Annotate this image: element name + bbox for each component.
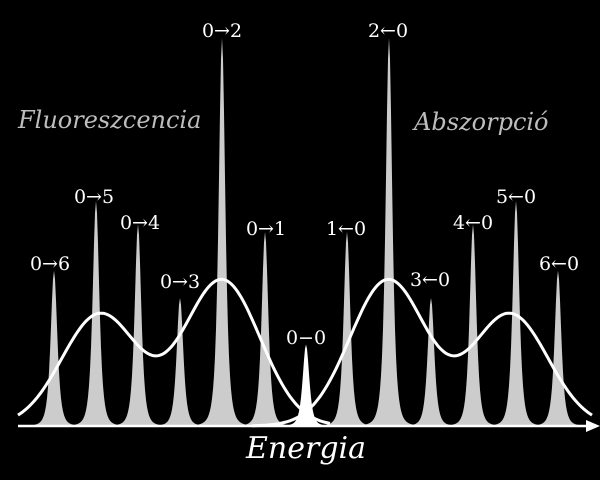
fluorescence-peak-label-5: 0→2 bbox=[202, 20, 242, 42]
fluorescence-peak-label-4: 0→3 bbox=[160, 271, 200, 293]
center-0-0-peak bbox=[276, 344, 336, 426]
fluorescence-peak-label-2: 0→5 bbox=[74, 186, 114, 208]
absorption-peak-2 bbox=[359, 38, 419, 426]
fluorescence-peak-4 bbox=[150, 298, 210, 426]
absorption-peak-label-6: 6←0 bbox=[539, 253, 579, 275]
absorption-peak-label-4: 4←0 bbox=[453, 212, 493, 234]
fluorescence-peak-1 bbox=[24, 270, 84, 426]
absorption-peak-1 bbox=[317, 232, 377, 426]
absorption-peak-4 bbox=[443, 224, 503, 426]
absorption-peak-label-2: 2←0 bbox=[368, 20, 408, 42]
peak-labels-layer: 0→6 0→5 0→4 0→3 0→2 0→1 1←0 2←0 3←0 4←05←0 6←0 bbox=[30, 20, 579, 293]
fluorescence-envelope bbox=[17, 277, 331, 425]
absorption-peak-6 bbox=[528, 270, 588, 426]
energy-axis-label: Energia bbox=[245, 431, 366, 466]
peaks-layer bbox=[24, 38, 588, 426]
fluorescence-peak-label-3: 0→4 bbox=[120, 212, 160, 234]
fluorescence-peak-label-6: 0→1 bbox=[246, 218, 286, 240]
fluorescence-title: Fluoreszcencia bbox=[17, 106, 201, 134]
absorption-title: Abszorpció bbox=[412, 108, 549, 136]
center-peak-label: 0−0 bbox=[286, 327, 326, 349]
absorption-peak-label-5: 5←0 bbox=[496, 186, 536, 208]
fluorescence-peak-label-1: 0→6 bbox=[30, 253, 70, 275]
fluorescence-peak-6 bbox=[235, 232, 295, 426]
absorption-peak-3 bbox=[401, 298, 461, 426]
energy-axis-arrowhead bbox=[586, 420, 600, 432]
fluorescence-peak-3 bbox=[108, 224, 168, 426]
absorption-peak-label-3: 3←0 bbox=[410, 269, 450, 291]
absorption-peak-label-1: 1←0 bbox=[326, 218, 366, 240]
fluorescence-peak-5 bbox=[192, 38, 252, 426]
absorption-envelope bbox=[251, 277, 593, 428]
